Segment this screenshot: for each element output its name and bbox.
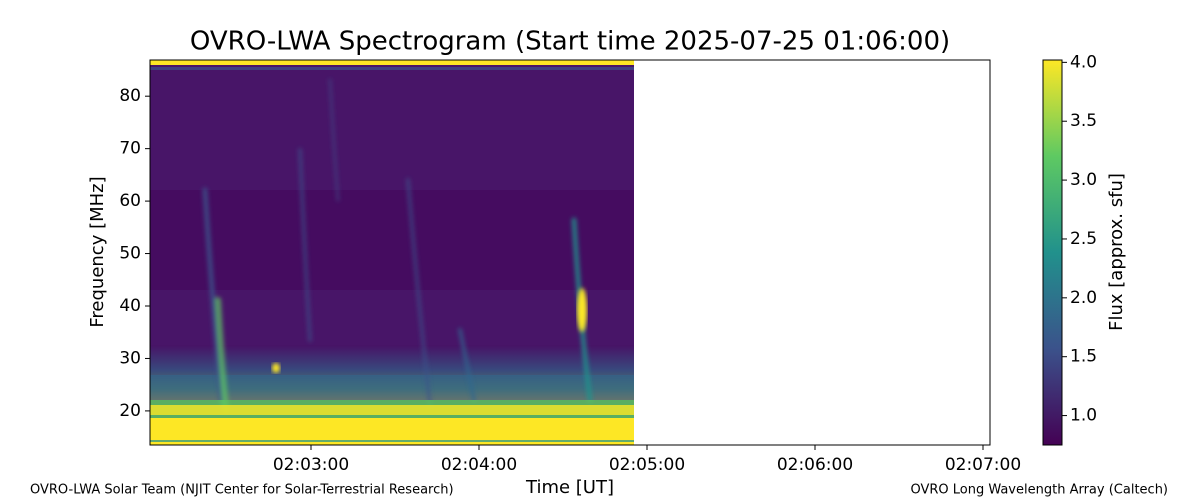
plot-frame (149, 59, 991, 446)
y-tick-label: 20 (119, 401, 141, 421)
colorbar-tick-label: 1.5 (1070, 347, 1097, 367)
colorbar-tick-label: 2.5 (1070, 229, 1097, 249)
x-tick-label: 02:06:00 (777, 455, 853, 475)
colorbar-tick-label: 1.0 (1070, 406, 1097, 426)
colorbar-tick-label: 2.0 (1070, 288, 1097, 308)
x-axis-label: Time [UT] (525, 477, 614, 498)
y-axis-label: Frequency [MHz] (87, 176, 108, 327)
colorbar-tick-label: 3.5 (1070, 111, 1097, 131)
y-tick-label: 50 (119, 244, 141, 264)
y-tick-label: 30 (119, 348, 141, 368)
chart-title: OVRO-LWA Spectrogram (Start time 2025-07… (190, 27, 950, 57)
colorbar-tick-label: 3.0 (1070, 170, 1097, 190)
spectrogram-image (150, 60, 634, 445)
y-tick-label: 70 (119, 139, 141, 159)
y-tick-label: 80 (119, 86, 141, 106)
colorbar-label: Flux [approx. sfu] (1106, 173, 1127, 331)
y-tick-label: 60 (119, 191, 141, 211)
x-tick-label: 02:04:00 (441, 455, 517, 475)
x-tick-label: 02:03:00 (273, 455, 349, 475)
colorbar-tick-label: 4.0 (1070, 52, 1097, 72)
x-tick-label: 02:05:00 (609, 455, 685, 475)
colorbar (1042, 59, 1063, 446)
x-tick-label: 02:07:00 (945, 455, 1021, 475)
footnote-left: OVRO-LWA Solar Team (NJIT Center for Sol… (30, 483, 454, 498)
y-tick-label: 40 (119, 296, 141, 316)
footnote-right: OVRO Long Wavelength Array (Caltech) (910, 483, 1168, 498)
